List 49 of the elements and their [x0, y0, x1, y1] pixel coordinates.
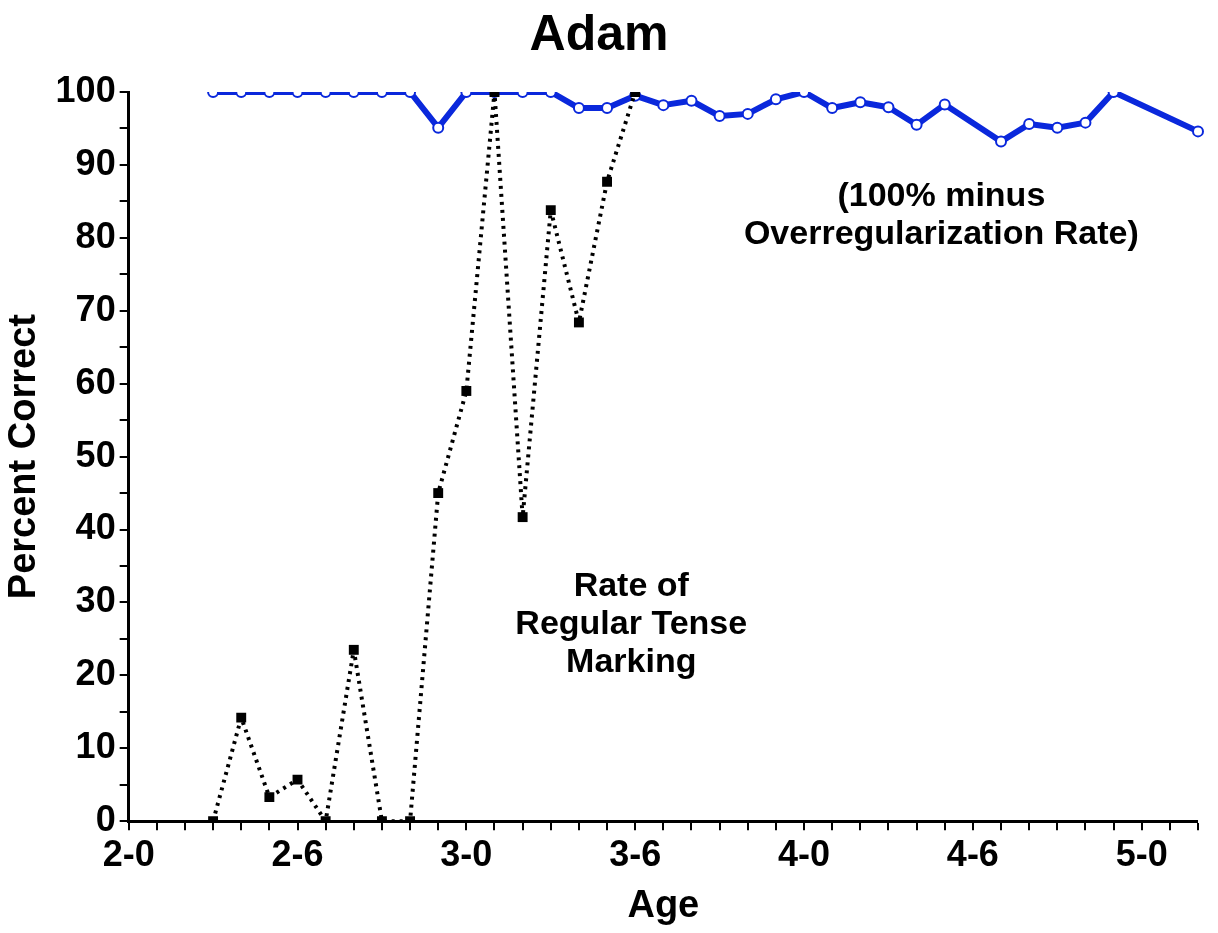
y-tick-label: 90 [75, 141, 116, 183]
point [433, 488, 444, 499]
point [741, 107, 754, 120]
point [1051, 121, 1064, 134]
y-tick-label: 20 [75, 652, 116, 694]
y-tick-label: 80 [75, 214, 116, 256]
x-tick-label: 3-0 [440, 832, 493, 874]
point [292, 774, 303, 785]
annotation: (100% minus Overregularization Rate) [743, 175, 1139, 252]
x-tick-label: 4-6 [946, 832, 999, 874]
x-tick-label: 4-0 [778, 832, 831, 874]
x-tick-label: 2-6 [271, 832, 324, 874]
point [545, 205, 556, 216]
y-tick-label: 40 [75, 506, 116, 548]
point [1023, 118, 1036, 131]
point [769, 93, 782, 106]
point [1079, 116, 1092, 129]
point [602, 176, 612, 187]
point [601, 102, 614, 115]
point [236, 712, 247, 723]
y-axis-title: Percent Correct [1, 313, 44, 600]
y-tick-label: 50 [75, 433, 116, 475]
point [517, 512, 528, 523]
point [995, 135, 1008, 148]
y-tick-label: 10 [75, 725, 116, 767]
point [573, 317, 584, 328]
point [657, 99, 670, 112]
point [938, 98, 951, 111]
y-tick-label: 60 [75, 360, 116, 402]
point [685, 94, 698, 107]
point [572, 102, 585, 115]
y-tick-label: 100 [55, 68, 116, 110]
point [910, 118, 923, 131]
point [854, 96, 867, 109]
x-axis-title: Age [627, 882, 700, 925]
x-tick-label: 5-0 [1115, 832, 1168, 874]
point [348, 644, 359, 655]
point [1192, 125, 1204, 138]
point [461, 386, 472, 396]
y-tick-label: 70 [75, 287, 116, 329]
point [713, 110, 726, 123]
y-tick-label: 30 [75, 579, 116, 621]
point [882, 101, 895, 114]
chart-title: Adam [529, 4, 669, 61]
x-tick-label: 3-6 [609, 832, 662, 874]
point [826, 102, 839, 115]
annotation: Rate of Regular Tense Marking [515, 564, 748, 679]
point [432, 121, 445, 134]
point [264, 792, 275, 803]
